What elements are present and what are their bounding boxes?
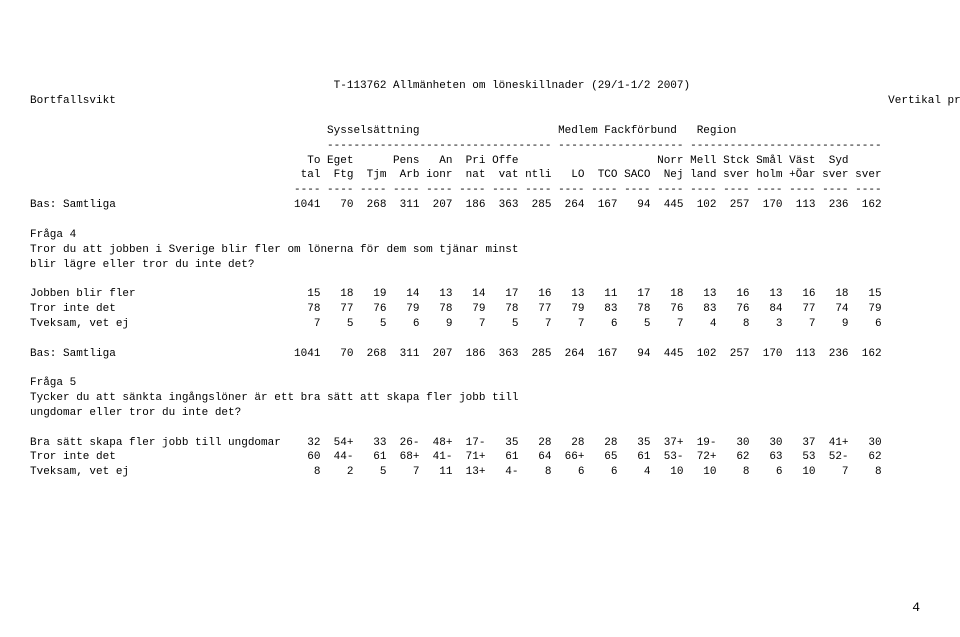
page-number: 4 bbox=[912, 599, 920, 617]
report-body: T-113762 Allmänheten om löneskillnader (… bbox=[30, 79, 930, 480]
